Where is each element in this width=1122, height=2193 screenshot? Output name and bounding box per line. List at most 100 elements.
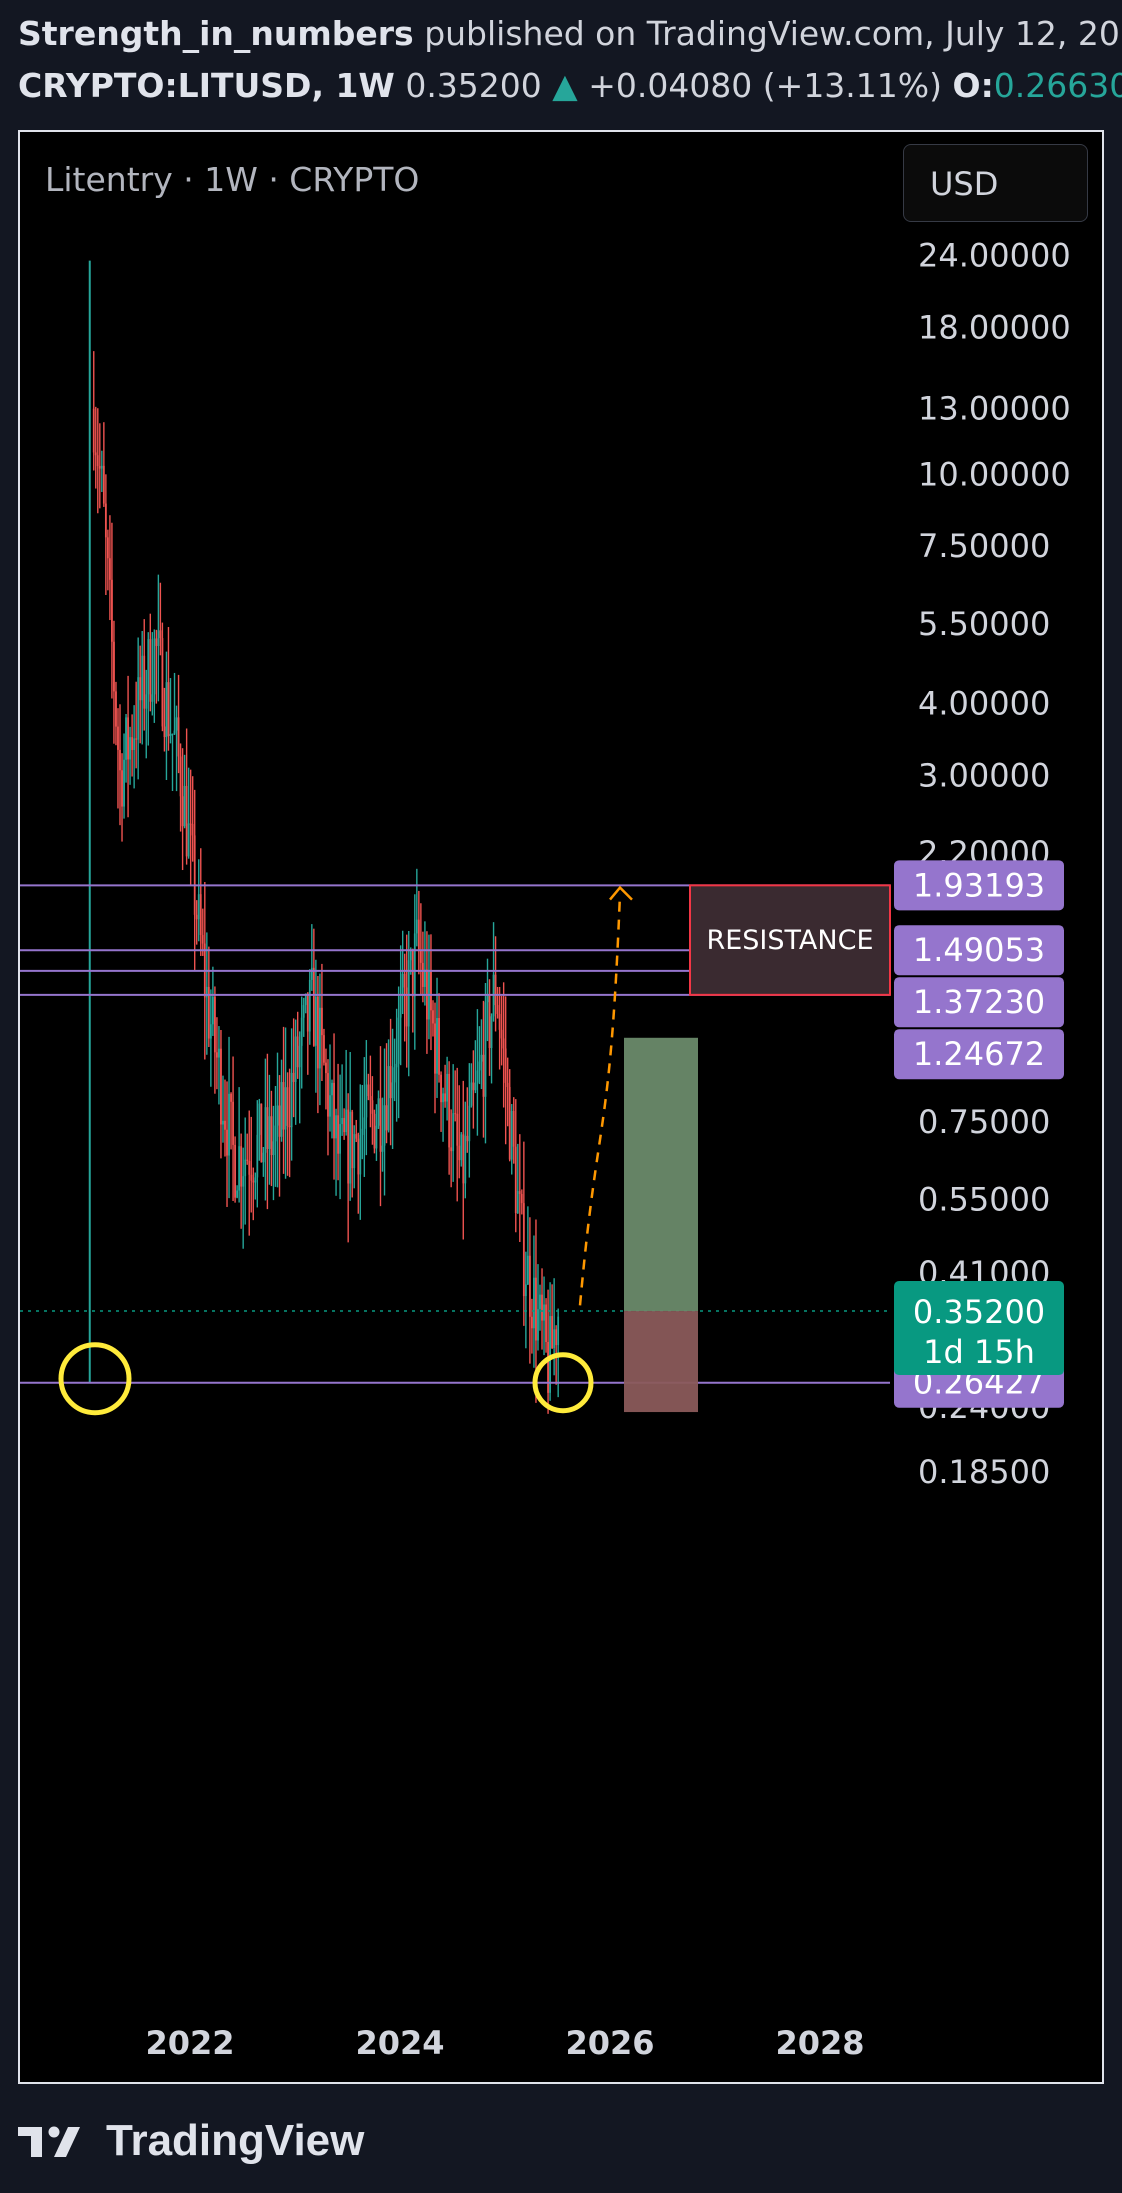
candle-body bbox=[494, 974, 497, 1006]
candle-body bbox=[365, 1084, 368, 1118]
candle-body bbox=[436, 1018, 438, 1074]
candle-body bbox=[498, 1013, 501, 1030]
y-tick-label: 4.00000 bbox=[918, 684, 1050, 722]
candle-body bbox=[252, 1180, 255, 1183]
candles-layer bbox=[88, 260, 560, 1414]
x-tick-label: 2024 bbox=[355, 2024, 444, 2062]
time-axis: 2022 2024 2026 2028 bbox=[145, 2024, 864, 2062]
candle-body bbox=[391, 1082, 394, 1099]
candle-body bbox=[518, 1191, 521, 1194]
candle-body bbox=[218, 1048, 220, 1058]
candle-body bbox=[508, 1087, 511, 1160]
candle-body bbox=[359, 1134, 362, 1175]
candle-body bbox=[276, 1105, 279, 1126]
price-value: 0.35200 bbox=[405, 66, 542, 105]
candle-body bbox=[187, 823, 190, 857]
candle-body bbox=[464, 1135, 467, 1184]
candle-body bbox=[533, 1277, 535, 1329]
candle-body bbox=[430, 970, 432, 1011]
candle-body bbox=[407, 960, 410, 1027]
candle-body bbox=[399, 996, 402, 1018]
candle-body bbox=[403, 973, 406, 988]
chart-frame[interactable] bbox=[18, 130, 1104, 2084]
candle-body bbox=[216, 1052, 218, 1058]
x-tick-label: 2028 bbox=[775, 2024, 864, 2062]
candle-body bbox=[454, 1113, 457, 1115]
candle-body bbox=[395, 1063, 398, 1068]
candle-body bbox=[260, 1103, 263, 1163]
candle-body bbox=[312, 967, 315, 1046]
candle-body bbox=[506, 1082, 509, 1088]
candle-body bbox=[419, 950, 422, 963]
candle-body bbox=[474, 1082, 477, 1091]
candle-body bbox=[381, 1145, 384, 1152]
candle-body bbox=[557, 1316, 560, 1346]
candle-body bbox=[214, 996, 216, 1053]
currency-button[interactable]: USD bbox=[903, 144, 1088, 222]
candle-body bbox=[468, 1105, 471, 1142]
candle-body bbox=[385, 1105, 388, 1131]
candle-body bbox=[555, 1329, 558, 1346]
candle-body bbox=[466, 1135, 469, 1142]
candle-body bbox=[123, 759, 125, 807]
candle-body bbox=[294, 1036, 297, 1082]
candle-body bbox=[512, 1110, 515, 1147]
open-label: O: bbox=[952, 66, 994, 105]
candle-body bbox=[191, 824, 194, 836]
candle-body bbox=[282, 1082, 285, 1130]
candle-body bbox=[302, 1005, 305, 1018]
candle-body bbox=[256, 1134, 259, 1178]
candle-body bbox=[264, 1107, 267, 1153]
candle-body bbox=[543, 1304, 545, 1321]
candle-body bbox=[316, 996, 319, 1069]
candle-body bbox=[296, 1036, 299, 1068]
candle-body bbox=[250, 1174, 253, 1181]
candle-body bbox=[121, 770, 123, 807]
candle-body bbox=[96, 455, 99, 467]
candle-body bbox=[531, 1316, 533, 1329]
tradingview-logo-icon[interactable] bbox=[18, 2121, 98, 2161]
candle-body bbox=[139, 677, 142, 701]
low-circle bbox=[58, 1342, 132, 1416]
candle-body bbox=[92, 408, 95, 453]
candle-body bbox=[379, 1098, 382, 1152]
candle-body bbox=[111, 579, 113, 642]
author-name[interactable]: Strength_in_numbers bbox=[18, 14, 414, 53]
candle-body bbox=[115, 691, 117, 727]
candle-body bbox=[173, 730, 176, 734]
candle-body bbox=[438, 1018, 440, 1075]
level-price-tag bbox=[894, 925, 1064, 976]
candle-body bbox=[476, 1070, 479, 1083]
chart-title: Litentry · 1W · CRYPTO bbox=[45, 160, 420, 199]
candle-body bbox=[375, 1125, 378, 1149]
candle-body bbox=[446, 1073, 449, 1102]
candle-body bbox=[167, 682, 170, 737]
candle-body bbox=[278, 1105, 281, 1137]
candle-body bbox=[119, 749, 121, 771]
candle-body bbox=[522, 1203, 525, 1297]
candle-body bbox=[470, 1082, 473, 1106]
candle-body bbox=[113, 641, 115, 692]
candle-body bbox=[413, 933, 416, 997]
footer-brand[interactable]: TradingView bbox=[106, 2116, 365, 2165]
candle-body bbox=[244, 1159, 247, 1177]
candle-body bbox=[434, 1023, 436, 1074]
candle-body bbox=[411, 950, 414, 997]
candle-body bbox=[131, 737, 134, 751]
candle-body bbox=[549, 1316, 551, 1393]
candle-body bbox=[424, 969, 426, 987]
countdown-label: 1d 15h bbox=[923, 1333, 1035, 1371]
candle-body bbox=[314, 996, 317, 1046]
candle-body bbox=[345, 1109, 348, 1133]
candle-body bbox=[185, 785, 188, 857]
position-target-zone bbox=[624, 1037, 698, 1312]
candle-body bbox=[377, 1098, 380, 1126]
candle-body bbox=[355, 1134, 358, 1139]
candle-body bbox=[94, 452, 97, 456]
candle-body bbox=[397, 1017, 400, 1064]
up-triangle-icon: ▲ bbox=[552, 66, 578, 105]
y-tick-label: 10.00000 bbox=[918, 455, 1071, 493]
candle-body bbox=[539, 1294, 541, 1310]
candle-body bbox=[415, 919, 418, 934]
